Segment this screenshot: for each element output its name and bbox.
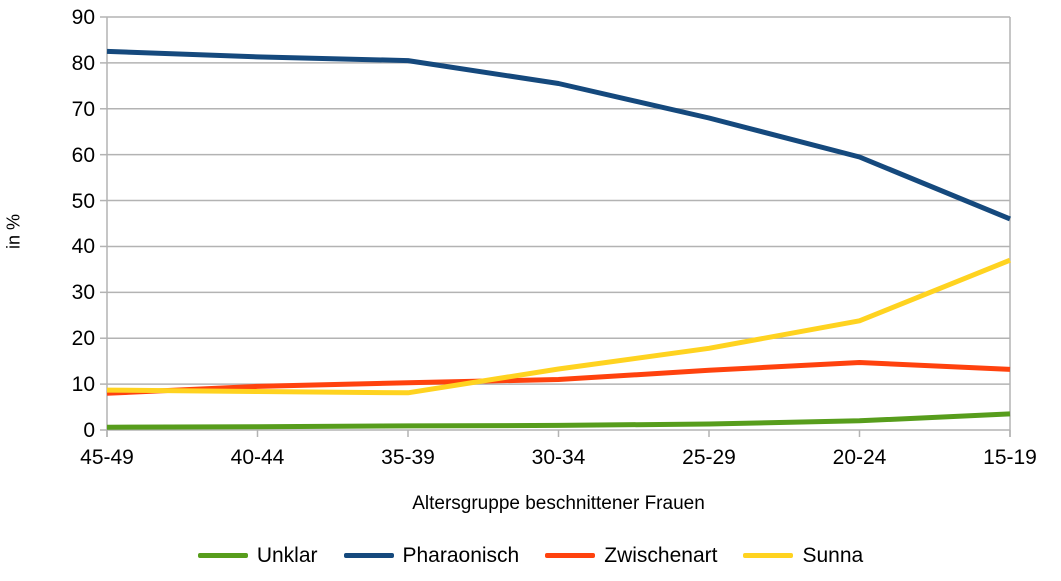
- legend: Unklar Pharaonisch Zwischenart Sunna: [0, 543, 1061, 568]
- series-line-unklar: [106, 411, 1011, 430]
- legend-swatch-zwischenart: [545, 553, 596, 559]
- y-axis-title: in %: [3, 214, 24, 250]
- y-tick-label-50: 50: [71, 189, 95, 213]
- legend-label: Unklar: [256, 544, 318, 567]
- y-tick-label-60: 60: [71, 143, 95, 167]
- legend-swatch-pharaonisch: [343, 553, 394, 559]
- x-tick-label-4: 25-29: [682, 446, 736, 469]
- y-tick-label-70: 70: [71, 97, 95, 121]
- legend-label: Sunna: [802, 544, 864, 567]
- legend-item-pharaonisch: Pharaonisch: [343, 543, 520, 568]
- y-tick-label-40: 40: [71, 235, 95, 259]
- x-tick-label-3: 30-34: [531, 446, 586, 469]
- y-tick-label-90: 90: [71, 6, 95, 29]
- x-tick-label-6: 15-19: [983, 446, 1037, 469]
- x-tick-label-5: 20-24: [832, 446, 887, 469]
- x-axis-title: Altersgruppe beschnittener Frauen: [412, 493, 705, 514]
- y-tick-label-80: 80: [71, 51, 95, 75]
- legend-label: Pharaonisch: [402, 544, 520, 567]
- series-line-sunna: [106, 257, 1011, 396]
- legend-swatch-unklar: [197, 553, 248, 559]
- x-tick-label-0: 45-49: [80, 446, 134, 469]
- legend-label: Zwischenart: [604, 544, 718, 567]
- y-tick-label-20: 20: [71, 327, 95, 351]
- y-tick-label-10: 10: [71, 373, 95, 397]
- x-tick-label-1: 40-44: [230, 446, 285, 469]
- series-line-pharaonisch: [106, 48, 1011, 222]
- legend-item-zwischenart: Zwischenart: [545, 543, 717, 568]
- x-tick-label-2: 35-39: [381, 446, 435, 469]
- legend-swatch-sunna: [743, 553, 794, 559]
- y-tick-label-30: 30: [71, 281, 95, 305]
- y-tick-label-0: 0: [83, 419, 95, 442]
- legend-item-unklar: Unklar: [197, 543, 318, 568]
- legend-item-sunna: Sunna: [743, 543, 863, 568]
- series-line-zwischenart: [106, 360, 1011, 396]
